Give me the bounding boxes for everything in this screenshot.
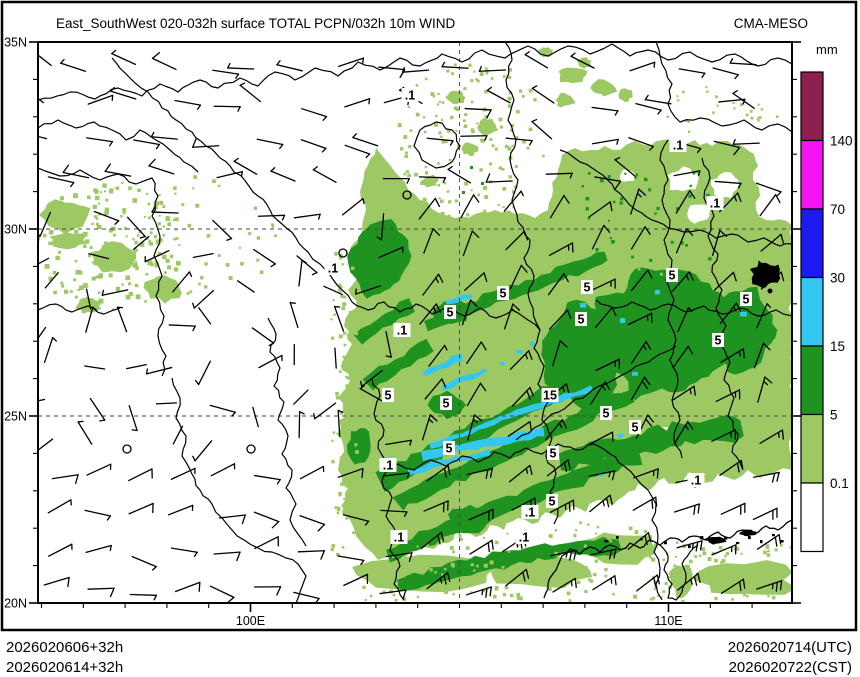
contour-labels: .1 .1 .1 .1 .1 .1 .1 .1 .1 .1 5 5 5 5 5 5 5 5 5 5 5 5 5 5 15 (324, 88, 752, 545)
svg-text:.1: .1 (525, 506, 535, 520)
contour-label: 5 (443, 441, 455, 456)
map-content: .1 .1 .1 .1 .1 .1 .1 .1 .1 .1 5 5 5 5 5 5 5 5 5 5 5 5 5 5 15 (39, 43, 791, 602)
colorbar-tick-label: 15 (830, 339, 845, 354)
svg-text:5: 5 (549, 495, 556, 509)
contour-label: .1 (393, 323, 411, 338)
contour-label: 5 (382, 388, 394, 403)
contour-label: .1 (521, 505, 539, 520)
svg-text:.1: .1 (673, 139, 683, 153)
colorbar: 140 70 30 15 5 0.1 (800, 71, 853, 553)
colorbar-tick-label: 0.1 (830, 476, 849, 491)
contour-label: 5 (440, 396, 452, 411)
colorbar-segment (800, 413, 824, 484)
svg-text:5: 5 (443, 397, 450, 411)
colorbar-segment (800, 345, 824, 416)
svg-text:.1: .1 (397, 324, 407, 338)
model-name: CMA-MESO (733, 16, 808, 31)
contour-label: 5 (629, 420, 641, 435)
footer-init-time-cst: 2026020614+32h (6, 659, 124, 676)
lat-tick-label: 35N (4, 36, 27, 50)
colorbar-segment (800, 482, 824, 553)
lat-tick-label: 25N (4, 410, 27, 424)
axis-labels: 35N 30N 25N 20N 100E 110E (4, 36, 683, 629)
footer-valid-time-cst: 2026020722(CST) (728, 659, 852, 676)
coastline (543, 519, 791, 601)
contour-label: .1 (390, 530, 408, 545)
svg-text:5: 5 (447, 306, 454, 320)
footer-init-time-utc: 2026020606+32h (6, 639, 124, 656)
contour-label: .1 (669, 138, 687, 153)
colorbar-tick-label: 30 (830, 271, 845, 286)
outer-frame (0, 0, 858, 632)
colorbar-tick-label: 70 (830, 202, 845, 217)
svg-text:.1: .1 (691, 474, 701, 488)
contour-label: 5 (740, 292, 752, 307)
axis-ticks (29, 41, 801, 612)
svg-text:5: 5 (500, 287, 507, 301)
svg-text:.1: .1 (328, 262, 338, 276)
contour-label: 5 (712, 333, 724, 348)
map-frame (37, 41, 793, 604)
lon-tick-label: 110E (654, 614, 682, 628)
lat-tick-label: 30N (4, 223, 27, 237)
svg-text:.1: .1 (394, 531, 404, 545)
svg-text:5: 5 (385, 389, 392, 403)
contour-label: .1 (687, 473, 705, 488)
svg-text:.1: .1 (405, 89, 415, 103)
contour-label: .1 (401, 88, 419, 103)
svg-text:5: 5 (446, 442, 453, 456)
gridlines (39, 43, 791, 602)
contour-label: .1 (515, 530, 533, 545)
colorbar-unit-label: mm (816, 42, 838, 57)
svg-text:5: 5 (584, 281, 591, 295)
contour-label: 15 (541, 388, 559, 403)
contour-label: .1 (379, 458, 397, 473)
contour-label: 5 (575, 312, 587, 327)
contour-label: .1 (706, 196, 724, 211)
svg-text:5: 5 (743, 293, 750, 307)
svg-text:5: 5 (578, 313, 585, 327)
svg-text:5: 5 (550, 447, 557, 461)
contour-label: 5 (666, 268, 678, 283)
colorbar-segment (800, 276, 824, 347)
svg-text:.1: .1 (383, 459, 393, 473)
lat-tick-label: 20N (4, 597, 27, 611)
colorbar-tick-label: 140 (830, 134, 853, 149)
colorbar-segment (800, 139, 824, 210)
colorbar-segment (800, 71, 824, 142)
svg-text:.1: .1 (519, 531, 529, 545)
colorbar-segment (800, 208, 824, 279)
lake (749, 260, 781, 294)
chart-title: East_SouthWest 020-032h surface TOTAL PC… (56, 16, 456, 31)
contour-label: 5 (600, 406, 612, 421)
contour-label: 5 (497, 286, 509, 301)
svg-text:.1: .1 (710, 197, 720, 211)
svg-text:5: 5 (603, 407, 610, 421)
contour-label: 5 (547, 446, 559, 461)
contour-label: 5 (546, 494, 558, 509)
contour-label: 5 (581, 280, 593, 295)
svg-text:5: 5 (715, 334, 722, 348)
colorbar-tick-label: 5 (830, 408, 838, 423)
precip-speckles (39, 63, 791, 602)
lon-tick-label: 100E (236, 614, 265, 628)
svg-text:5: 5 (669, 269, 676, 283)
svg-text:5: 5 (632, 421, 639, 435)
province-boundaries (39, 43, 791, 602)
contour-label: .1 (324, 261, 342, 276)
contour-label: 5 (444, 305, 456, 320)
svg-text:15: 15 (543, 389, 557, 403)
footer-valid-time-utc: 2026020714(UTC) (727, 639, 852, 656)
